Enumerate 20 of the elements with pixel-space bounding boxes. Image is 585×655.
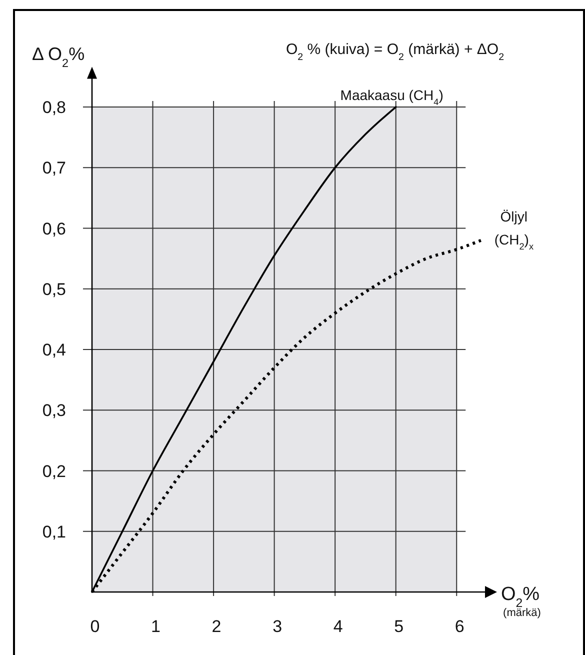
y-tick-label: 0,4 (42, 340, 66, 360)
series-label: Öljyl (CH$_{2}$)$_{x}$ (494, 208, 534, 252)
series-label: Maakaasu (CH$_{4}$) (340, 87, 444, 107)
x-tick-label: 4 (333, 617, 343, 636)
y-axis-title: Δ O$_{2}$% (32, 44, 85, 70)
y-tick-label: 0,5 (42, 280, 66, 299)
x-tick-label: 1 (151, 617, 161, 636)
y-tick-label: 0,3 (42, 401, 66, 420)
chart-title: O$_{2}$ % (kuiva) = O$_{2}$ (märkä) + ΔO$_{2}$ (286, 41, 504, 62)
x-tick-label: 6 (454, 617, 464, 636)
y-tick-label: 0,2 (42, 462, 66, 481)
x-tick-label: 0 (90, 617, 100, 636)
y-tick-label: 0,6 (42, 219, 66, 238)
x-axis-title: O$_{2}$% (märkä) (501, 584, 541, 619)
y-tick-label: 0,1 (42, 522, 66, 542)
x-tick-label: 2 (212, 617, 222, 636)
x-tick-label: 3 (272, 617, 282, 636)
x-tick-label: 5 (394, 617, 404, 636)
y-tick-label: 0,7 (42, 158, 66, 178)
y-tick-label: 0,8 (42, 98, 66, 117)
